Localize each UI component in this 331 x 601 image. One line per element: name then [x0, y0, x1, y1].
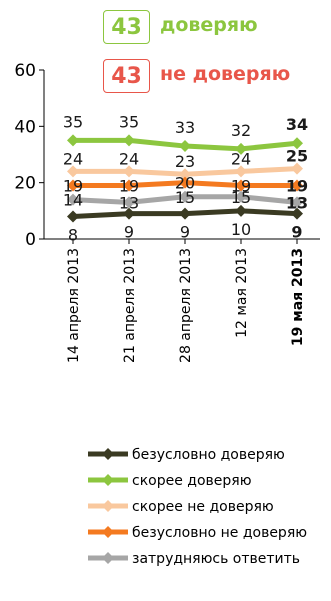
data-label: 35 [63, 112, 83, 131]
y-tick-label: 40 [14, 117, 36, 137]
legend-marker [102, 500, 114, 512]
data-label: 9 [124, 223, 134, 242]
data-point [67, 179, 79, 192]
legend-marker [102, 474, 114, 486]
data-label: 9 [291, 223, 302, 242]
data-label: 34 [286, 115, 308, 134]
data-label: 19 [63, 176, 83, 195]
distrust-total-label: не доверяю [160, 63, 291, 85]
data-label: 20 [175, 174, 195, 193]
y-tick-label: 60 [14, 61, 36, 81]
data-label: 32 [231, 121, 251, 140]
data-label: 19 [119, 176, 139, 195]
legend-marker [102, 526, 114, 538]
data-point [123, 165, 135, 178]
data-point [67, 193, 79, 206]
data-label: 9 [180, 223, 190, 242]
data-label: 24 [119, 149, 139, 168]
data-point [179, 168, 191, 181]
legend-label: затрудняюсь ответить [132, 551, 300, 567]
data-label: 13 [119, 193, 139, 212]
x-tick-label: 21 апреля 2013 [122, 248, 138, 363]
data-point [67, 210, 79, 223]
data-point [123, 179, 135, 192]
data-label: 24 [231, 149, 251, 168]
data-point [179, 190, 191, 203]
data-label: 13 [286, 193, 308, 212]
data-label: 25 [286, 147, 308, 166]
x-tick-label: 12 мая 2013 [234, 248, 250, 338]
legend-label: скорее доверяю [132, 473, 252, 489]
x-tick-label: 28 апреля 2013 [178, 248, 194, 363]
legend-label: скорее не доверяю [132, 499, 274, 515]
data-point [179, 207, 191, 220]
data-point [179, 176, 191, 189]
y-tick-label: 20 [14, 174, 36, 194]
legend-label: безусловно доверяю [132, 447, 285, 463]
x-tick-label: 14 апреля 2013 [66, 248, 82, 363]
trust-total-badge: 43 [103, 10, 150, 44]
data-label: 15 [175, 188, 195, 207]
distrust-total-badge: 43 [103, 59, 150, 93]
data-point [67, 134, 79, 147]
data-label: 15 [231, 188, 251, 207]
data-point [235, 204, 247, 217]
data-point [291, 162, 303, 175]
data-point [67, 165, 79, 178]
data-label: 10 [231, 220, 251, 239]
data-point [291, 196, 303, 209]
y-tick-label: 0 [25, 230, 36, 250]
data-point [235, 190, 247, 203]
legend-marker [102, 448, 114, 460]
data-label: 19 [231, 176, 251, 195]
data-point [291, 137, 303, 150]
legend-label: безусловно не доверяю [132, 525, 307, 541]
data-point [235, 142, 247, 155]
data-label: 14 [63, 191, 83, 210]
data-point [123, 207, 135, 220]
data-point [123, 196, 135, 209]
x-tick-label: 19 мая 2013 [290, 248, 306, 346]
data-label: 35 [119, 112, 139, 131]
trust-total-label: доверяю [160, 14, 258, 36]
data-point [235, 179, 247, 192]
data-label: 19 [286, 176, 308, 195]
data-point [291, 179, 303, 192]
data-label: 33 [175, 118, 195, 137]
data-label: 24 [63, 149, 83, 168]
data-point [179, 140, 191, 153]
data-point [123, 134, 135, 147]
data-point [235, 165, 247, 178]
data-label: 23 [175, 152, 195, 171]
data-point [291, 207, 303, 220]
legend-marker [102, 552, 114, 564]
data-label: 8 [68, 225, 78, 244]
